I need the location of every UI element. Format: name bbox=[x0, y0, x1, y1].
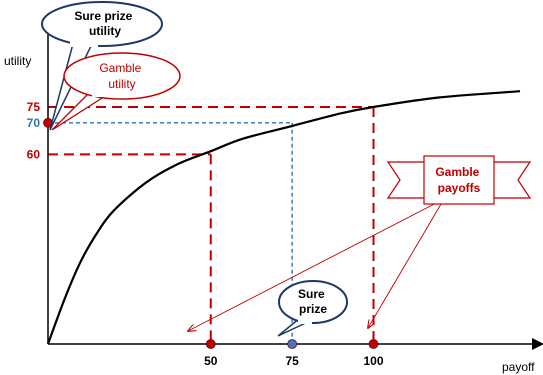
callout-gamble-utility-text: Gamble utility bbox=[99, 61, 144, 91]
callout-gamble-payoffs-text: Gamble payoffs bbox=[435, 165, 482, 195]
arrow-to-50 bbox=[188, 198, 445, 331]
y-tick-label: 60 bbox=[27, 147, 41, 161]
callout-sure-prize-text: Sure prize bbox=[298, 287, 328, 316]
data-point bbox=[205, 339, 216, 349]
callout-bubble bbox=[278, 280, 348, 324]
callout-gamble-payoffs: Gamble payoffs bbox=[386, 155, 532, 205]
arrow-to-100 bbox=[368, 198, 445, 328]
y-axis-label: utility bbox=[4, 54, 31, 68]
y-tick-label: 75 bbox=[27, 100, 41, 114]
ribbon-left bbox=[386, 161, 429, 199]
callout-bubble bbox=[63, 52, 181, 100]
gamble-payoffs-arrows bbox=[188, 198, 445, 331]
utility-curve bbox=[46, 90, 521, 345]
x-tick-label: 100 bbox=[364, 354, 384, 368]
x-tick-label: 75 bbox=[285, 354, 299, 368]
data-points bbox=[43, 117, 379, 349]
x-axis-label: payoff bbox=[502, 360, 535, 374]
y-tick-label: 70 bbox=[27, 116, 41, 130]
ribbon-center bbox=[423, 155, 495, 205]
y-tick-labels: 75 70 60 bbox=[27, 100, 41, 161]
callout-sure-prize-utility-text: Sure prize utility bbox=[74, 9, 135, 38]
guide-lines bbox=[48, 106, 375, 344]
callout-sure-prize: Sure prize bbox=[277, 280, 348, 337]
data-point bbox=[287, 339, 298, 349]
x-tick-labels: 50 75 100 bbox=[204, 354, 384, 368]
callout-gamble-utility: Gamble utility bbox=[51, 52, 181, 131]
callout-bubble bbox=[41, 1, 163, 47]
x-tick-label: 50 bbox=[204, 354, 218, 368]
ribbon-right bbox=[489, 161, 532, 199]
data-point bbox=[368, 339, 379, 349]
